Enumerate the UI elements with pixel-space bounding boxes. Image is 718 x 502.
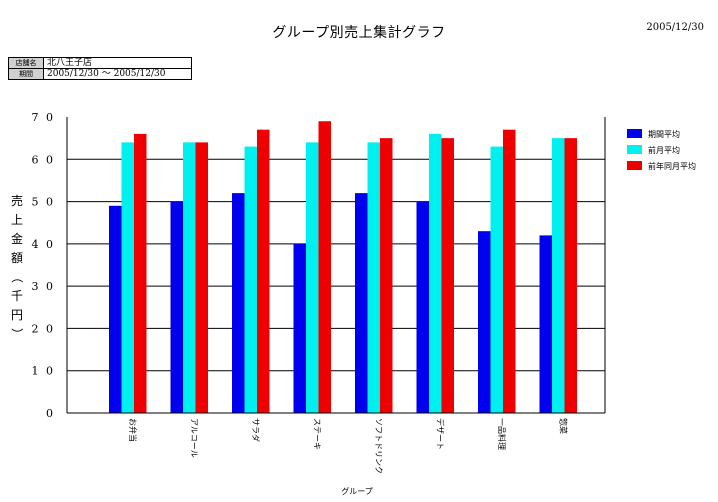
- bar: [244, 146, 257, 413]
- bar: [380, 138, 393, 413]
- x-tick-label: 惣菜: [558, 418, 568, 434]
- x-tick-label: アルコール: [189, 418, 198, 458]
- y-axis-title-char: 金: [11, 231, 23, 246]
- bar: [552, 138, 565, 413]
- bar: [429, 133, 442, 413]
- bar: [257, 129, 270, 413]
- store-info-table: 店舗名 北八王子店 期間 2005/12/30 ～ 2005/12/30: [8, 57, 192, 80]
- report-date: 2005/12/30: [646, 22, 704, 33]
- y-tick-label: 4 0: [32, 238, 56, 251]
- legend-swatch: [627, 145, 642, 154]
- x-tick-label: サラダ: [251, 418, 261, 442]
- y-axis-title-char: 円: [11, 308, 23, 322]
- x-tick-label: ステーキ: [312, 418, 321, 450]
- bar: [109, 205, 122, 413]
- y-tick-label: 1 0: [32, 365, 56, 378]
- bar: [306, 142, 319, 413]
- legend-label: 前月平均: [648, 145, 680, 155]
- bar: [503, 129, 516, 413]
- bar: [564, 138, 577, 413]
- y-axis-title-char: 千: [11, 289, 23, 303]
- y-tick-label: 5 0: [32, 196, 56, 209]
- bar: [416, 201, 429, 413]
- bar: [490, 146, 503, 413]
- bar: [478, 231, 491, 413]
- y-tick-label: 7 0: [32, 111, 56, 124]
- bar: [293, 243, 306, 413]
- bar: [195, 142, 208, 413]
- y-axis-title-char: 上: [11, 213, 23, 227]
- bar: [367, 142, 380, 413]
- y-axis-title-char: 売: [11, 193, 23, 208]
- bar: [183, 142, 196, 413]
- y-tick-label: 6 0: [32, 153, 56, 166]
- y-axis-title-char: ）: [10, 328, 24, 340]
- x-tick-label: お弁当: [128, 418, 138, 442]
- chart-title: グループ別売上集計グラフ: [272, 25, 446, 41]
- bar: [355, 193, 368, 413]
- legend-swatch: [627, 161, 642, 170]
- x-tick-label: デザート: [435, 418, 445, 450]
- x-tick-label: 一品料理: [497, 418, 507, 450]
- legend-swatch: [627, 129, 642, 138]
- legend-label: 前年同月平均: [648, 161, 696, 171]
- bar: [441, 138, 454, 413]
- bar: [539, 235, 552, 413]
- y-axis-title-char: （: [10, 271, 24, 283]
- y-tick-label: 0: [46, 407, 55, 420]
- y-tick-label: 3 0: [32, 280, 56, 293]
- x-tick-label: ソフトドリンク: [374, 418, 383, 474]
- y-axis-title-char: 額: [11, 251, 23, 265]
- bar: [318, 121, 331, 413]
- legend-label: 期間平均: [648, 129, 680, 139]
- period-value: 2005/12/30 ～ 2005/12/30: [43, 68, 192, 80]
- bar: [121, 142, 134, 413]
- bar: [134, 133, 147, 413]
- info-row-period: 期間 2005/12/30 ～ 2005/12/30: [8, 68, 192, 80]
- bar: [232, 193, 245, 413]
- y-tick-label: 2 0: [32, 322, 56, 335]
- bar: [170, 201, 183, 413]
- x-axis-title: グループ: [341, 486, 373, 496]
